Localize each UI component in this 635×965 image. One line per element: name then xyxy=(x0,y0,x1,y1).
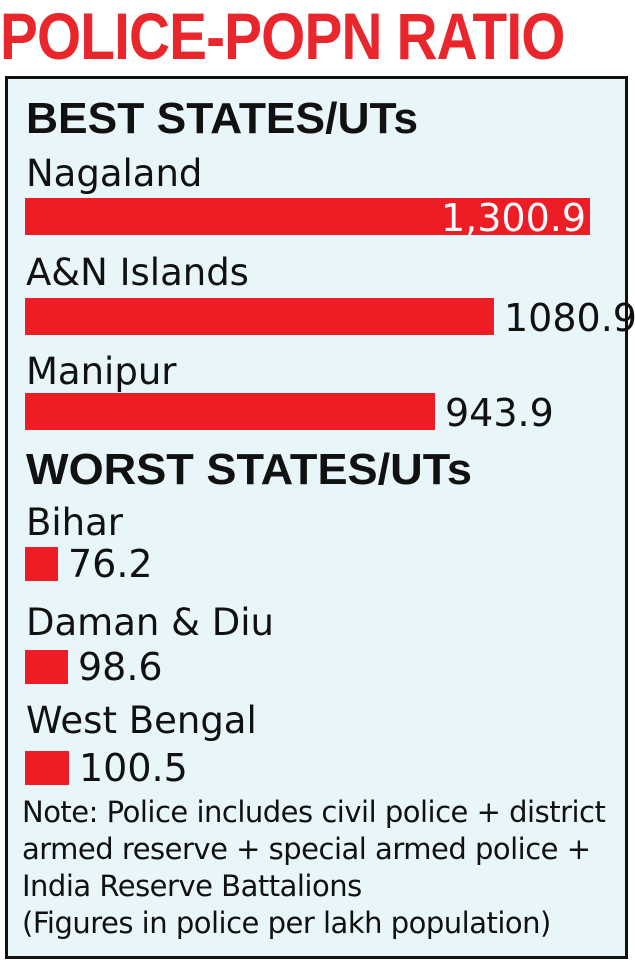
bar-chart: BEST STATES/UTs Nagaland 1,300.9 A&N Island… xyxy=(25,94,635,790)
value-label: 1,300.9 xyxy=(441,196,586,240)
bar xyxy=(25,650,68,684)
section-title: WORST STATES/UTs xyxy=(26,445,472,494)
category-label: Daman & Diu xyxy=(26,601,274,644)
category-label: West Bengal xyxy=(26,699,257,742)
chart-title: POLICE-POPN RATIO xyxy=(0,0,565,73)
category-label: A&N Islands xyxy=(26,251,249,294)
section-title: BEST STATES/UTs xyxy=(26,94,418,143)
bar xyxy=(25,198,590,235)
category-label: Manipur xyxy=(26,350,177,393)
bar xyxy=(25,547,58,581)
note-line: (Figures in police per lakh population) xyxy=(22,906,551,940)
value-label: 76.2 xyxy=(68,542,153,586)
note-line: armed reserve + special armed police + xyxy=(22,832,591,866)
bar xyxy=(25,393,435,430)
footnote: Note: Police includes civil police + dis… xyxy=(22,794,622,942)
value-label: 1080.9 xyxy=(504,296,635,340)
value-label: 100.5 xyxy=(79,746,188,790)
bar xyxy=(25,298,494,335)
value-label: 98.6 xyxy=(78,645,163,689)
note-line: India Reserve Battalions xyxy=(22,869,362,903)
category-label: Nagaland xyxy=(26,152,202,195)
category-label: Bihar xyxy=(26,501,124,544)
bar xyxy=(25,751,69,785)
note-line: Note: Police includes civil police + dis… xyxy=(22,795,606,829)
value-label: 943.9 xyxy=(445,391,554,435)
